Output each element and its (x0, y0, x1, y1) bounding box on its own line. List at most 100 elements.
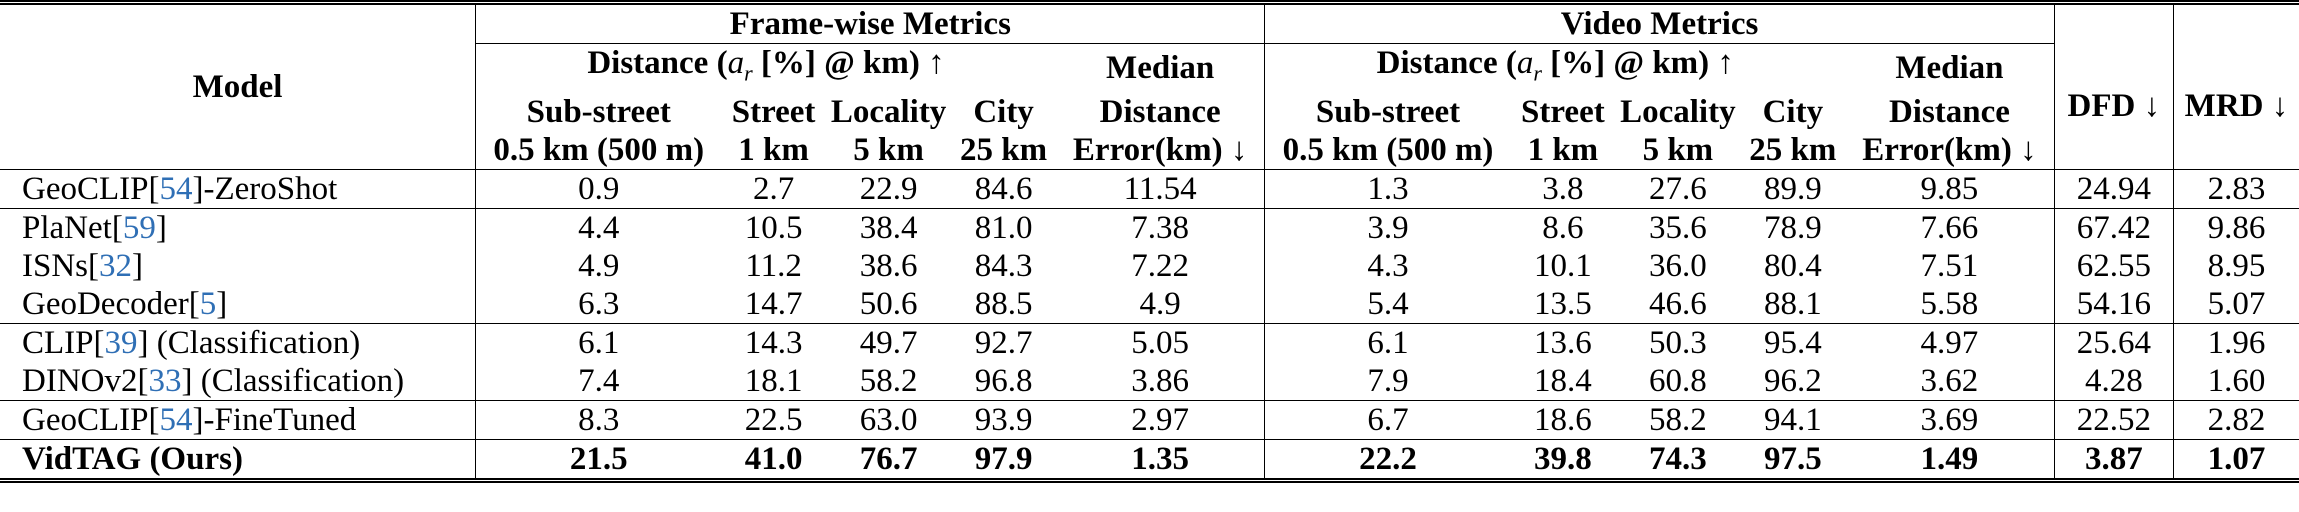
video-level-name: Sub-street (1315, 93, 1461, 130)
frame-accuracy-cell: 93.9 (974, 401, 1033, 438)
table-row: VidTAG (Ours) 21.5 41.0 76.7 97.9 1.35 22.2 39.… (0, 439, 2299, 481)
video-accuracy-cell: 8.6 (1542, 209, 1584, 246)
frame-level-radius: 1 km (738, 131, 809, 168)
dfd-cell: 24.94 (2053, 169, 2174, 209)
video-median-cell: 7.66 (1920, 209, 1979, 246)
video-accuracy-cell: 78.9 (1763, 209, 1822, 246)
model-name: VidTAG (Ours) (0, 439, 477, 481)
frame-accuracy-cell: 58.2 (859, 362, 918, 399)
video-level-radius: 0.5 km (500 m) (1282, 131, 1494, 168)
results-table: Model Frame-wise Metrics Video Metrics D… (0, 2, 2299, 481)
frame-median-cell: 7.22 (1055, 246, 1266, 285)
frame-accuracy-cell: 97.9 (974, 440, 1033, 477)
frame-accuracy-cell: 4.9 (578, 247, 620, 284)
dfd-cell: 54.16 (2053, 284, 2174, 324)
mrd-cell: 1.07 (2172, 439, 2299, 481)
frame-median-cell: 7.38 (1055, 208, 1266, 247)
frame-accuracy-cell: 76.7 (859, 440, 918, 477)
video-median-cell: 3.69 (1920, 401, 1979, 438)
video-accuracy-cell: 94.1 (1763, 401, 1822, 438)
video-level-radius: 25 km (1749, 131, 1837, 168)
video-accuracy-cell: 58.2 (1648, 401, 1707, 438)
citation-link[interactable]: 54 (159, 401, 193, 438)
frame-distance-header: Distance (ar [%] @ km) ↑ (587, 45, 945, 86)
table-row: DINOv2[33] (Classification) 7.4 18.1 58.2 96… (0, 361, 2299, 401)
frame-accuracy-cell: 21.5 (569, 440, 628, 477)
frame-accuracy-cell: 6.1 (578, 324, 620, 361)
frame-accuracy-cell: 84.6 (974, 170, 1033, 207)
citation-link[interactable]: 32 (99, 247, 133, 284)
dfd-cell: 25.64 (2053, 323, 2174, 362)
dfd-cell: 3.87 (2053, 439, 2174, 481)
frame-accuracy-cell: 41.0 (744, 440, 803, 477)
video-accuracy-cell: 3.8 (1542, 170, 1584, 207)
distance-symbol: ar (1516, 45, 1542, 86)
frame-accuracy-cell: 22.5 (744, 401, 803, 438)
video-median-cell: 5.58 (1920, 285, 1979, 322)
citation-link[interactable]: 59 (122, 209, 156, 246)
frame-accuracy-cell: 81.0 (974, 209, 1033, 246)
frame-accuracy-cell: 22.9 (859, 170, 918, 207)
frame-median-cell: 1.35 (1055, 439, 1266, 481)
video-median-cell: 4.97 (1920, 324, 1979, 361)
citation-link[interactable]: 54 (159, 170, 193, 207)
mrd-cell: 2.83 (2172, 169, 2299, 209)
frame-accuracy-cell: 7.4 (578, 362, 620, 399)
video-accuracy-cell: 89.9 (1763, 170, 1822, 207)
video-accuracy-cell: 5.4 (1367, 285, 1409, 322)
video-median-cell: 7.51 (1920, 247, 1979, 284)
video-accuracy-cell: 46.6 (1648, 285, 1707, 322)
table-row: PlaNet[59] 4.4 10.5 38.4 81.0 7.38 3.9 8.6 35.6 7… (0, 208, 2299, 247)
mrd-cell: 2.82 (2172, 400, 2299, 440)
video-accuracy-cell: 96.2 (1763, 362, 1822, 399)
dfd-cell: 67.42 (2053, 208, 2174, 247)
frame-accuracy-cell: 18.1 (744, 362, 803, 399)
citation-link[interactable]: 33 (148, 362, 182, 399)
model-name: GeoCLIP[54]-FineTuned (0, 400, 477, 440)
frame-level-radius: 0.5 km (500 m) (493, 131, 705, 168)
video-accuracy-cell: 36.0 (1648, 247, 1707, 284)
video-accuracy-cell: 10.1 (1534, 247, 1592, 284)
citation-link[interactable]: 39 (104, 324, 138, 361)
video-accuracy-cell: 35.6 (1648, 209, 1707, 246)
video-accuracy-cell: 13.6 (1534, 324, 1592, 361)
video-accuracy-cell: 18.6 (1534, 401, 1592, 438)
video-accuracy-cell: 3.9 (1367, 209, 1409, 246)
mrd-header: MRD ↓ (2172, 43, 2299, 170)
frame-accuracy-cell: 38.4 (859, 209, 918, 246)
frame-accuracy-cell: 0.9 (578, 170, 620, 207)
frame-accuracy-cell: 38.6 (859, 247, 918, 284)
frame-level-name: Sub-street (526, 93, 671, 130)
model-name: ISNs[32] (0, 246, 477, 285)
frame-median-cell: 4.9 (1055, 284, 1266, 324)
video-accuracy-cell: 88.1 (1763, 285, 1822, 322)
video-median-cell: 1.49 (1920, 440, 1979, 477)
mrd-cell: 1.60 (2172, 361, 2299, 401)
table-row: ISNs[32] 4.9 11.2 38.6 84.3 7.22 4.3 10.1 36.0 80… (0, 246, 2299, 285)
video-accuracy-cell: 27.6 (1648, 170, 1707, 207)
table-body: GeoCLIP[54]-ZeroShot 0.9 2.7 22.9 84.6 11.54 1… (0, 169, 2299, 481)
video-metrics-header: Video Metrics (1264, 2, 2055, 44)
model-name: GeoCLIP[54]-ZeroShot (0, 169, 477, 209)
frame-level-radius: 5 km (853, 131, 924, 168)
citation-link[interactable]: 5 (199, 285, 217, 322)
frame-accuracy-cell: 14.7 (744, 285, 803, 322)
frame-median-cell: 11.54 (1055, 169, 1266, 209)
video-level-radius: 1 km (1527, 131, 1599, 168)
video-median-header-l1: Median (1895, 50, 2004, 87)
dfd-cell: 4.28 (2053, 361, 2174, 401)
frame-accuracy-cell: 88.5 (974, 285, 1033, 322)
video-accuracy-cell: 97.5 (1763, 440, 1822, 477)
dfd-cell: 22.52 (2053, 400, 2174, 440)
frame-accuracy-cell: 4.4 (578, 209, 620, 246)
video-accuracy-cell: 1.3 (1367, 170, 1409, 207)
frame-accuracy-cell: 10.5 (744, 209, 803, 246)
frame-accuracy-cell: 84.3 (974, 247, 1033, 284)
frame-accuracy-cell: 6.3 (578, 285, 620, 322)
video-accuracy-cell: 4.3 (1367, 247, 1409, 284)
model-name: DINOv2[33] (Classification) (0, 361, 477, 401)
video-accuracy-cell: 6.7 (1367, 401, 1409, 438)
video-median-cell: 9.85 (1920, 170, 1979, 207)
video-accuracy-cell: 95.4 (1763, 324, 1822, 361)
video-accuracy-cell: 39.8 (1534, 440, 1592, 477)
